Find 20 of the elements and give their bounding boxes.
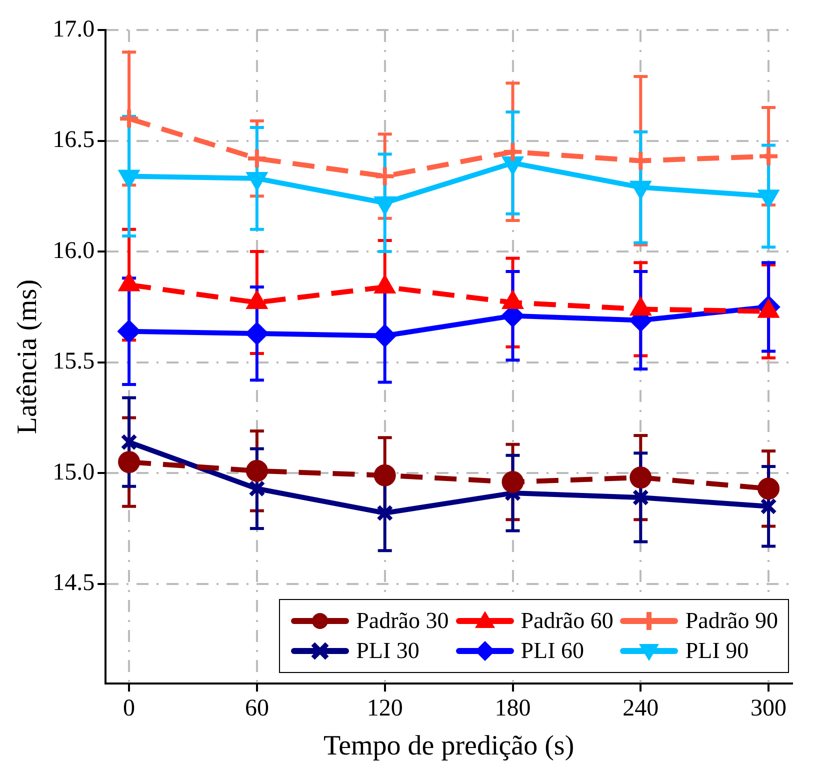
y-tick-label: 14.5	[52, 570, 95, 596]
x-tick-label: 240	[622, 695, 659, 722]
y-axis-title: Latência (ms)	[12, 279, 44, 434]
legend-label: PLI 30	[356, 638, 420, 664]
legend-label: PLI 90	[685, 638, 749, 664]
x-tick-label: 0	[123, 695, 136, 722]
y-tick-label: 16.0	[52, 238, 95, 264]
x-tick-label: 300	[750, 695, 787, 722]
y-tick-label: 17.0	[52, 16, 95, 42]
legend-label: Padrão 30	[356, 608, 449, 634]
x-tick-label: 60	[244, 695, 269, 722]
legend-label: PLI 60	[520, 638, 584, 664]
y-tick-label: 15.0	[52, 459, 95, 486]
y-tick-label: 16.5	[52, 127, 95, 154]
x-tick-label: 180	[494, 695, 531, 722]
y-tick-label: 15.5	[52, 348, 95, 375]
x-tick-label: 120	[366, 695, 403, 722]
x-axis-title: Tempo de predição (s)	[323, 730, 574, 762]
legend-label: Padrão 90	[685, 608, 778, 634]
legend-label: Padrão 60	[520, 608, 614, 634]
